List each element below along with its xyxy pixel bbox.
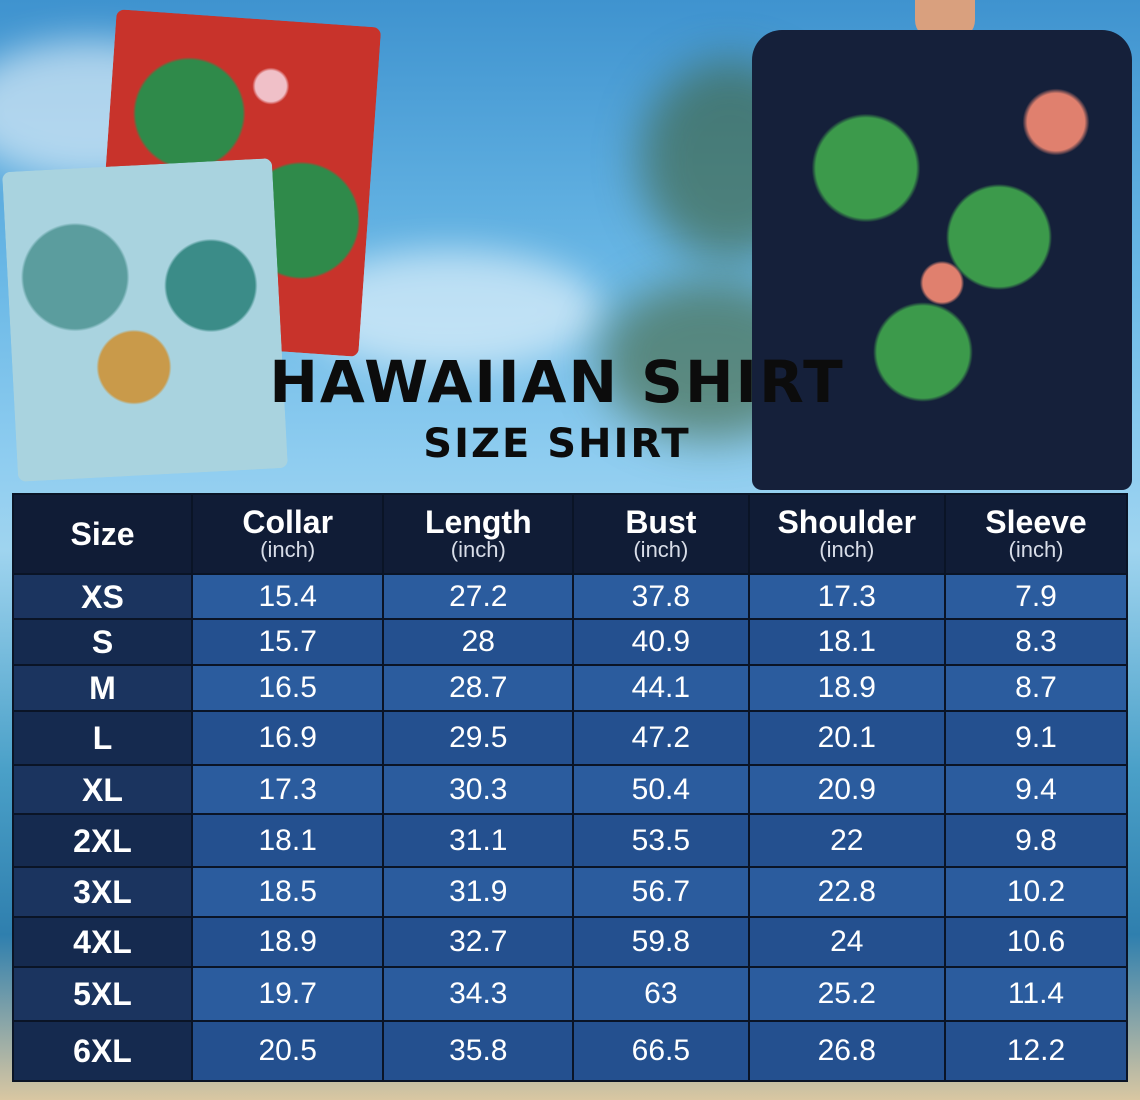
column-header-bust: Bust (inch) <box>572 493 750 575</box>
measurement-cell: 8.3 <box>944 618 1128 666</box>
measurement-cell: 10.2 <box>944 866 1128 918</box>
column-header-shoulder: Shoulder (inch) <box>747 493 947 575</box>
measurement-cell: 30.3 <box>382 764 575 815</box>
measurement-cell: 17.3 <box>747 573 947 620</box>
measurement-cell: 9.8 <box>944 813 1128 868</box>
table-header-row: Size Collar (inch) Length (inch) Bust (inch) Sh… <box>12 493 1128 575</box>
measurement-cell: 17.3 <box>190 764 385 815</box>
measurement-cell: 59.8 <box>572 916 750 968</box>
size-label: 4XL <box>12 916 193 968</box>
column-header-label: Collar <box>242 504 334 540</box>
column-unit: (inch) <box>450 537 506 562</box>
measurement-cell: 26.8 <box>747 1020 947 1082</box>
measurement-cell: 18.9 <box>190 916 385 968</box>
measurement-cell: 28 <box>382 618 575 666</box>
measurement-cell: 24 <box>747 916 947 968</box>
measurement-cell: 40.9 <box>572 618 750 666</box>
measurement-cell: 31.9 <box>382 866 575 918</box>
column-header-label: Bust <box>625 504 697 540</box>
measurement-cell: 27.2 <box>382 573 575 620</box>
size-chart-table: Size Collar (inch) Length (inch) Bust (inch) Sh… <box>12 493 1128 1082</box>
size-label: L <box>12 710 193 766</box>
measurement-cell: 18.1 <box>747 618 947 666</box>
table-row: 6XL 20.5 35.8 66.5 26.8 12.2 <box>12 1020 1128 1082</box>
measurement-cell: 12.2 <box>944 1020 1128 1082</box>
table-row: 2XL 18.1 31.1 53.5 22 9.8 <box>12 813 1128 868</box>
size-label: 6XL <box>12 1020 193 1082</box>
column-header-length: Length (inch) <box>382 493 575 575</box>
column-unit: (inch) <box>1008 537 1064 562</box>
table-row: XS 15.4 27.2 37.8 17.3 7.9 <box>12 573 1128 620</box>
measurement-cell: 53.5 <box>572 813 750 868</box>
size-label: XL <box>12 764 193 815</box>
column-header-label: Length <box>424 504 532 540</box>
size-label: 5XL <box>12 966 193 1022</box>
column-header-label: Shoulder <box>777 504 917 540</box>
measurement-cell: 15.7 <box>190 618 385 666</box>
measurement-cell: 7.9 <box>944 573 1128 620</box>
measurement-cell: 47.2 <box>572 710 750 766</box>
measurement-cell: 44.1 <box>572 664 750 712</box>
measurement-cell: 22.8 <box>747 866 947 918</box>
measurement-cell: 25.2 <box>747 966 947 1022</box>
measurement-cell: 9.1 <box>944 710 1128 766</box>
measurement-cell: 16.9 <box>190 710 385 766</box>
measurement-cell: 10.6 <box>944 916 1128 968</box>
measurement-cell: 18.1 <box>190 813 385 868</box>
measurement-cell: 50.4 <box>572 764 750 815</box>
measurement-cell: 28.7 <box>382 664 575 712</box>
measurement-cell: 19.7 <box>190 966 385 1022</box>
column-unit: (inch) <box>819 537 875 562</box>
size-label: 3XL <box>12 866 193 918</box>
table-row: L 16.9 29.5 47.2 20.1 9.1 <box>12 710 1128 766</box>
measurement-cell: 29.5 <box>382 710 575 766</box>
table-row: XL 17.3 30.3 50.4 20.9 9.4 <box>12 764 1128 815</box>
measurement-cell: 35.8 <box>382 1020 575 1082</box>
size-label: S <box>12 618 193 666</box>
column-header-label: Size <box>70 516 135 552</box>
measurement-cell: 15.4 <box>190 573 385 620</box>
column-header-sleeve: Sleeve (inch) <box>944 493 1128 575</box>
measurement-cell: 32.7 <box>382 916 575 968</box>
size-label: M <box>12 664 193 712</box>
measurement-cell: 9.4 <box>944 764 1128 815</box>
table-row: 3XL 18.5 31.9 56.7 22.8 10.2 <box>12 866 1128 918</box>
measurement-cell: 20.9 <box>747 764 947 815</box>
table-row: 5XL 19.7 34.3 63 25.2 11.4 <box>12 966 1128 1022</box>
measurement-cell: 66.5 <box>572 1020 750 1082</box>
measurement-cell: 56.7 <box>572 866 750 918</box>
column-header-label: Sleeve <box>985 504 1087 540</box>
size-label: 2XL <box>12 813 193 868</box>
model-wearing-flamingo-shirt-image <box>752 30 1132 490</box>
measurement-cell: 16.5 <box>190 664 385 712</box>
measurement-cell: 31.1 <box>382 813 575 868</box>
column-header-size: Size <box>12 493 193 575</box>
measurement-cell: 18.9 <box>747 664 947 712</box>
column-unit: (inch) <box>260 537 316 562</box>
measurement-cell: 20.5 <box>190 1020 385 1082</box>
size-label: XS <box>12 573 193 620</box>
column-unit: (inch) <box>633 537 689 562</box>
measurement-cell: 20.1 <box>747 710 947 766</box>
measurement-cell: 34.3 <box>382 966 575 1022</box>
measurement-cell: 37.8 <box>572 573 750 620</box>
table-row: S 15.7 28 40.9 18.1 8.3 <box>12 618 1128 666</box>
measurement-cell: 11.4 <box>944 966 1128 1022</box>
table-row: M 16.5 28.7 44.1 18.9 8.7 <box>12 664 1128 712</box>
measurement-cell: 63 <box>572 966 750 1022</box>
column-header-collar: Collar (inch) <box>190 493 385 575</box>
measurement-cell: 22 <box>747 813 947 868</box>
page-title: HAWAIIAN SHIRT <box>269 348 845 416</box>
measurement-cell: 8.7 <box>944 664 1128 712</box>
page-subtitle: SIZE SHIRT <box>423 421 691 467</box>
measurement-cell: 18.5 <box>190 866 385 918</box>
table-row: 4XL 18.9 32.7 59.8 24 10.6 <box>12 916 1128 968</box>
